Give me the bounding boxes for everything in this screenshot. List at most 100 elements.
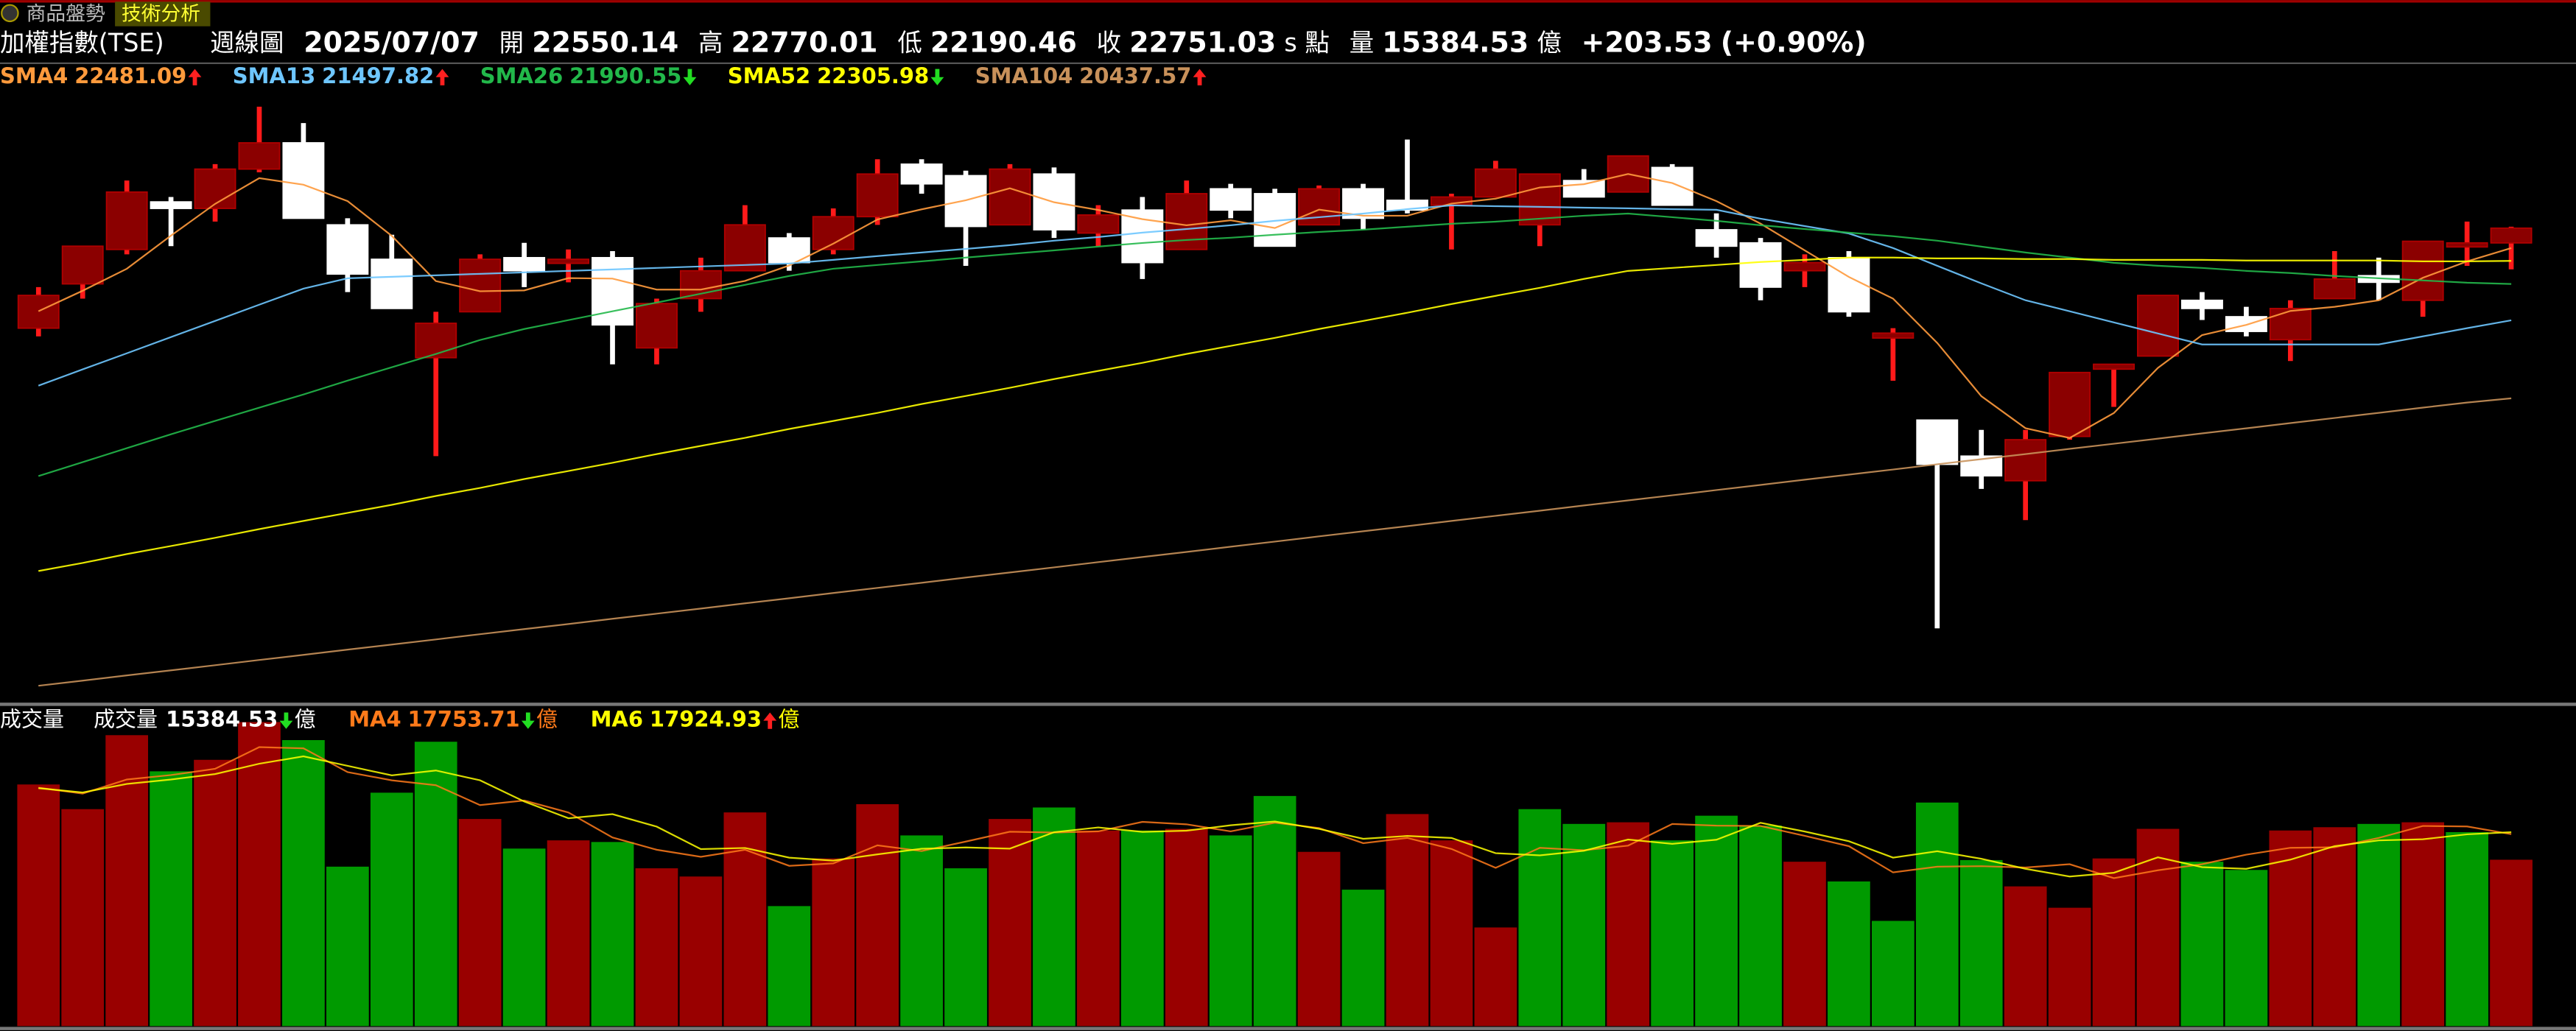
volume-bar	[635, 868, 678, 1027]
candle-body	[812, 216, 854, 250]
trend-arrow	[763, 712, 777, 729]
sma-line	[38, 212, 2512, 477]
volume-bar	[1651, 840, 1694, 1027]
volume-bar	[856, 804, 899, 1027]
tab-active[interactable]: 技術分析	[122, 3, 200, 26]
candle-body	[1872, 332, 1915, 339]
candle-body	[1783, 261, 1826, 272]
period: 週線圖	[210, 29, 284, 57]
ma-line	[38, 755, 2512, 878]
candle-body	[856, 173, 899, 218]
sma-line	[38, 204, 2512, 387]
sma-line	[38, 256, 2512, 572]
candle-body	[459, 258, 502, 313]
volume-bar	[282, 739, 325, 1027]
volume-bar	[1518, 809, 1562, 1027]
trend-arrow	[435, 68, 449, 85]
candle-body	[2490, 227, 2533, 244]
legend-unit: 億	[295, 707, 316, 732]
volume-bar	[326, 866, 369, 1027]
volume-bar	[1474, 927, 1517, 1027]
candle-body	[238, 142, 281, 170]
candle-body	[1210, 188, 1252, 211]
candle-body	[989, 168, 1031, 226]
volume-bar	[768, 906, 811, 1027]
candle-body	[2049, 371, 2091, 437]
legend-name: MA6	[591, 707, 643, 732]
tab[interactable]: 商品盤勢	[27, 3, 105, 26]
candle-body	[2269, 307, 2312, 341]
candle-body	[2093, 363, 2135, 370]
field-label: 開	[499, 29, 524, 57]
trend-arrow	[683, 68, 697, 85]
candle-body	[1298, 188, 1341, 226]
candle-body	[1651, 166, 1694, 206]
legend-value: 21497.82	[322, 63, 434, 88]
volume-bar	[1607, 822, 1650, 1027]
volume-bar	[2225, 870, 2268, 1027]
volume-bar	[150, 771, 192, 1027]
menu-icon[interactable]	[1, 4, 19, 23]
field-suffix: 億	[1537, 29, 1561, 57]
legend-name: SMA104	[975, 63, 1073, 88]
volume-bar	[61, 809, 105, 1027]
volume-bar	[2401, 822, 2445, 1027]
volume-bar	[1828, 881, 1870, 1027]
volume-bar	[1120, 830, 1164, 1027]
volume-bar	[1871, 921, 1915, 1027]
candle-body	[1474, 168, 1517, 198]
legend-name: SMA4	[0, 63, 68, 88]
field-suffix: s 點	[1284, 29, 1330, 57]
volume-bar	[2180, 862, 2224, 1027]
candle-body	[636, 303, 678, 349]
sma-line	[38, 397, 2512, 687]
volume-bar	[1739, 826, 1782, 1027]
candle-body	[1121, 209, 1164, 264]
candle-body	[2004, 439, 2047, 482]
volume-bar	[2490, 859, 2533, 1027]
candle-body	[1695, 229, 1738, 247]
legend-name: MA4	[348, 707, 401, 732]
volume-bar	[1959, 859, 2003, 1027]
volume-bar	[2136, 828, 2180, 1027]
volume-bar	[944, 868, 987, 1027]
field-value: 22751.03	[1129, 27, 1276, 59]
volume-bar	[547, 840, 590, 1027]
candle-body	[503, 256, 546, 272]
field-label: 量	[1350, 29, 1374, 57]
sma-line	[38, 173, 2512, 439]
legend-name: 成交量	[94, 707, 158, 732]
legend-name: SMA13	[233, 63, 315, 88]
candle-body	[1077, 214, 1120, 234]
volume-bar	[1430, 840, 1473, 1027]
volume-bar	[1783, 862, 1826, 1027]
volume-bar	[2004, 886, 2047, 1027]
volume-bar	[2048, 907, 2091, 1027]
legend-unit: 億	[778, 707, 799, 732]
legend-unit: 億	[536, 707, 558, 732]
candle-body	[61, 245, 104, 285]
candle-body	[2401, 240, 2444, 301]
candle-body	[17, 295, 60, 329]
candle-body	[282, 142, 325, 219]
candle-body	[1562, 180, 1605, 198]
volume-bar	[194, 759, 236, 1027]
candle-body	[1739, 242, 1782, 288]
volume-bar	[989, 819, 1031, 1027]
volume-bar	[812, 858, 855, 1027]
volume-bar	[1209, 835, 1252, 1027]
legend-value: 15384.53	[166, 707, 278, 732]
legend-name: SMA52	[728, 63, 810, 88]
candle-body	[194, 168, 236, 209]
active-tab-bg	[115, 1, 211, 27]
volume-bar	[414, 742, 457, 1027]
candle-body	[150, 201, 192, 209]
volume-bar	[17, 784, 60, 1027]
legend-value: 20437.57	[1079, 63, 1191, 88]
volume-bar	[2446, 831, 2488, 1027]
date: 2025/07/07	[303, 27, 480, 59]
volume-bar	[2357, 823, 2401, 1027]
volume-bar	[723, 812, 767, 1027]
